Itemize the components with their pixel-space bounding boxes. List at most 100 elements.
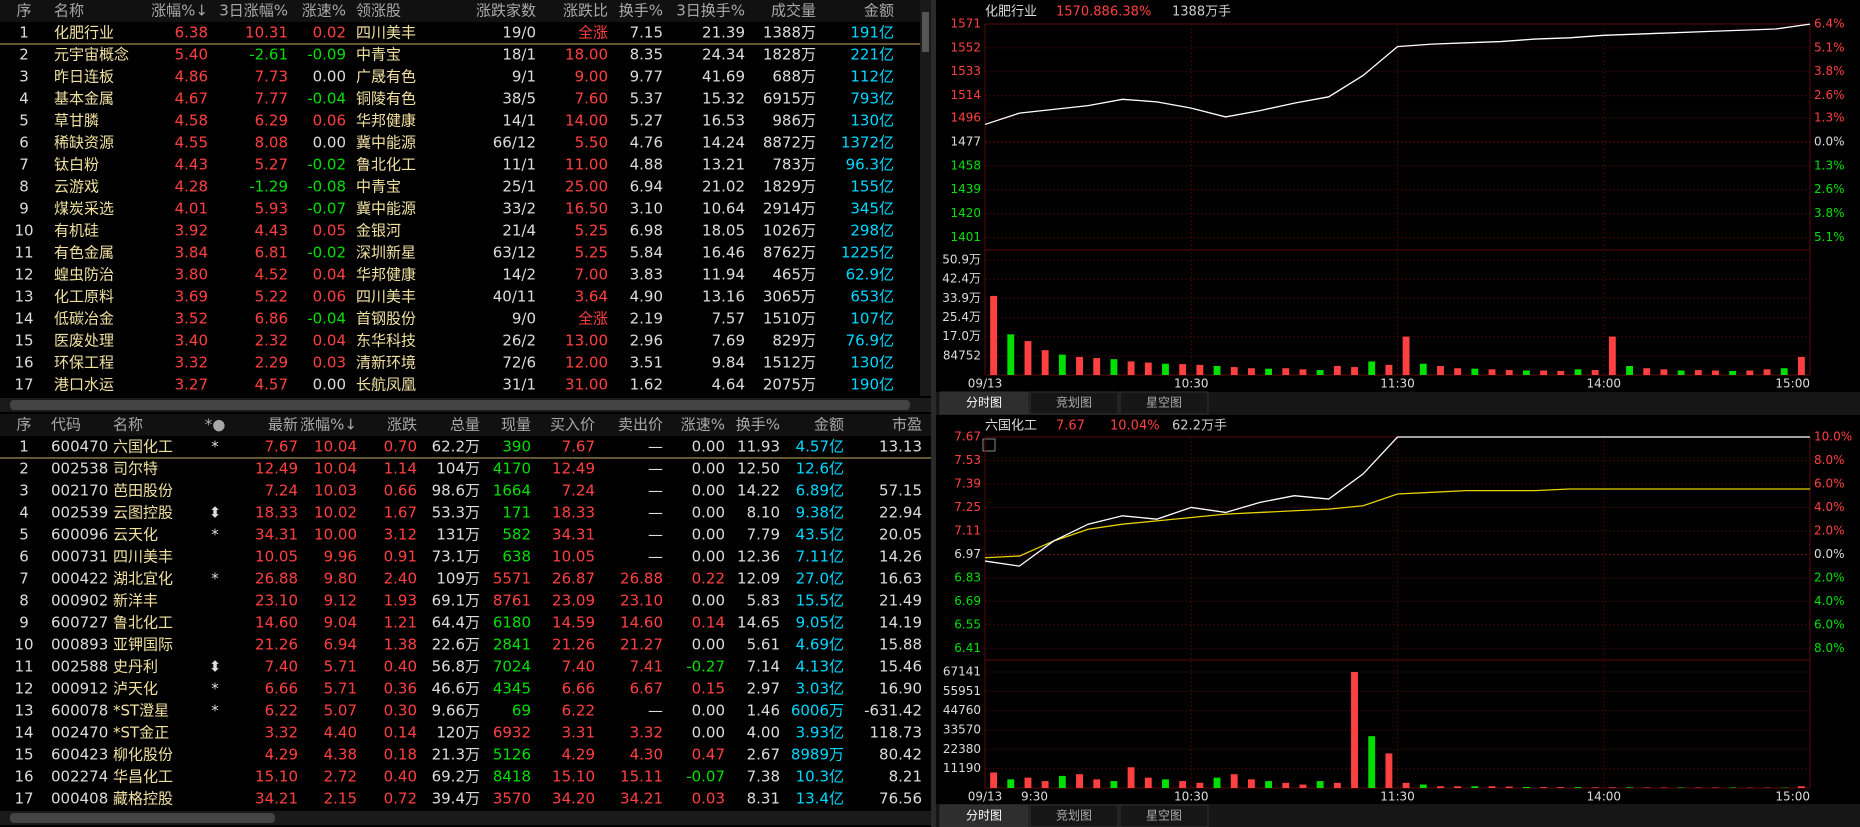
table-cell: 25.00 bbox=[565, 178, 608, 196]
volume-bar bbox=[1694, 370, 1702, 375]
x-tick-label: 09/13 bbox=[968, 790, 1003, 804]
x-tick-label: 9:30 bbox=[1021, 790, 1048, 804]
table-cell: 0.04 bbox=[313, 266, 346, 284]
table-cell: 3.84 bbox=[175, 244, 208, 262]
table-cell: 21.49 bbox=[879, 592, 922, 610]
table-cell: 0.00 bbox=[692, 438, 725, 456]
table-cell: 4.43 bbox=[255, 222, 288, 240]
table-cell: 6915万 bbox=[763, 90, 816, 108]
volume-bar bbox=[1058, 354, 1066, 375]
table-cell: 8989万 bbox=[791, 746, 844, 764]
tab[interactable] bbox=[939, 391, 1029, 415]
volume-bar bbox=[1729, 787, 1737, 788]
volume-bar bbox=[1402, 782, 1410, 788]
volume-bar bbox=[1351, 367, 1358, 375]
table-cell: 7.69 bbox=[712, 332, 745, 350]
table-cell: 10 bbox=[14, 222, 33, 240]
volume-bar bbox=[1144, 777, 1152, 788]
volume-bar bbox=[1316, 781, 1324, 788]
column-header: 成交量 bbox=[771, 2, 816, 20]
table-cell: 9 bbox=[19, 200, 29, 218]
table-cell: 港口水运 bbox=[54, 376, 114, 394]
column-header: 现量 bbox=[501, 416, 531, 434]
v-scrollbar[interactable] bbox=[920, 0, 931, 396]
table-cell: 1372亿 bbox=[841, 134, 894, 152]
table-cell: 0.30 bbox=[384, 702, 417, 720]
average-line bbox=[984, 488, 1810, 559]
table-cell: * bbox=[211, 680, 219, 698]
table-cell: 2.96 bbox=[630, 332, 663, 350]
volume-bar bbox=[1282, 368, 1290, 375]
close-box[interactable] bbox=[982, 438, 996, 452]
table-cell: 10.05 bbox=[552, 548, 595, 566]
table-cell: 390 bbox=[502, 438, 531, 456]
table-cell: 2.72 bbox=[324, 768, 357, 786]
table-cell: 5.71 bbox=[324, 680, 357, 698]
table-cell: 7.67 bbox=[562, 438, 595, 456]
column-header: 涨跌比 bbox=[563, 2, 608, 20]
table-cell: 基本金属 bbox=[54, 90, 114, 108]
table-cell: 3.92 bbox=[175, 222, 208, 240]
tab[interactable] bbox=[1119, 391, 1209, 415]
table-cell: 10.04 bbox=[314, 438, 357, 456]
x-tick-label: 15:00 bbox=[1775, 790, 1810, 804]
table-cell: * bbox=[211, 526, 219, 544]
scrollbar-thumb[interactable] bbox=[10, 813, 275, 823]
table-cell: 5.25 bbox=[575, 244, 608, 262]
table-cell: 17 bbox=[14, 376, 33, 394]
y2-tick-label: 6.0% bbox=[1814, 617, 1845, 631]
y2-tick-label: 2.0% bbox=[1814, 570, 1845, 584]
table-cell: 3.52 bbox=[175, 310, 208, 328]
table-cell: -0.02 bbox=[307, 156, 346, 174]
table-cell: 11 bbox=[14, 244, 33, 262]
table-cell: 3.32 bbox=[265, 724, 298, 742]
x-tick-label: 09/13 bbox=[968, 377, 1003, 391]
table-cell: -0.04 bbox=[307, 310, 346, 328]
table-cell: 深圳新星 bbox=[356, 244, 416, 262]
tab[interactable] bbox=[1029, 391, 1119, 415]
table-cell: 0.00 bbox=[692, 702, 725, 720]
y2-tick-label: 3.8% bbox=[1814, 64, 1845, 78]
volume-bar bbox=[1127, 361, 1135, 375]
table-cell: 5571 bbox=[493, 570, 531, 588]
tab[interactable] bbox=[1119, 804, 1209, 827]
table-cell: 7.60 bbox=[575, 90, 608, 108]
table-cell: 5.83 bbox=[747, 592, 780, 610]
volume-bar bbox=[1626, 365, 1633, 375]
table-cell: 41.69 bbox=[702, 68, 745, 86]
table-cell: 40/11 bbox=[493, 288, 536, 306]
volume-bar bbox=[1333, 365, 1341, 375]
table-cell: 6.98 bbox=[630, 222, 663, 240]
tab-label: 星空图 bbox=[1146, 396, 1182, 410]
table-cell: 3.27 bbox=[175, 376, 208, 394]
table-cell: 18/1 bbox=[502, 46, 536, 64]
table-cell: 3.31 bbox=[562, 724, 595, 742]
table-cell: 0.00 bbox=[692, 636, 725, 654]
scrollbar-thumb[interactable] bbox=[10, 400, 910, 410]
y2-tick-label: 1.3% bbox=[1814, 158, 1845, 172]
volume-bar bbox=[1110, 359, 1118, 375]
y-tick-label: 7.25 bbox=[954, 500, 981, 514]
volume-bar bbox=[1660, 787, 1668, 788]
volume-bar bbox=[1058, 775, 1066, 788]
table-cell: 0.14 bbox=[692, 614, 725, 632]
table-cell: 15 bbox=[14, 332, 33, 350]
table-cell: 31.00 bbox=[565, 376, 608, 394]
table-cell: 14.60 bbox=[620, 614, 663, 632]
y-tick-label: 7.39 bbox=[954, 476, 981, 490]
v-scrollbar-thumb[interactable] bbox=[922, 12, 929, 52]
table-cell: 688万 bbox=[772, 68, 816, 86]
x-tick-label: 15:00 bbox=[1775, 377, 1810, 391]
table-cell: 18.33 bbox=[255, 504, 298, 522]
table-cell: 9.05亿 bbox=[796, 614, 844, 632]
table-cell: 5.40 bbox=[175, 46, 208, 64]
y-tick-label: 1496 bbox=[950, 111, 981, 125]
table-cell: 130亿 bbox=[850, 112, 894, 130]
tab[interactable] bbox=[1029, 804, 1119, 827]
table-cell: 11/1 bbox=[502, 156, 536, 174]
tab[interactable] bbox=[939, 804, 1029, 827]
table-cell: 12.00 bbox=[565, 354, 608, 372]
table-cell: 1026万 bbox=[763, 222, 816, 240]
volume-bar bbox=[1522, 786, 1530, 788]
table-cell: 2.19 bbox=[630, 310, 663, 328]
